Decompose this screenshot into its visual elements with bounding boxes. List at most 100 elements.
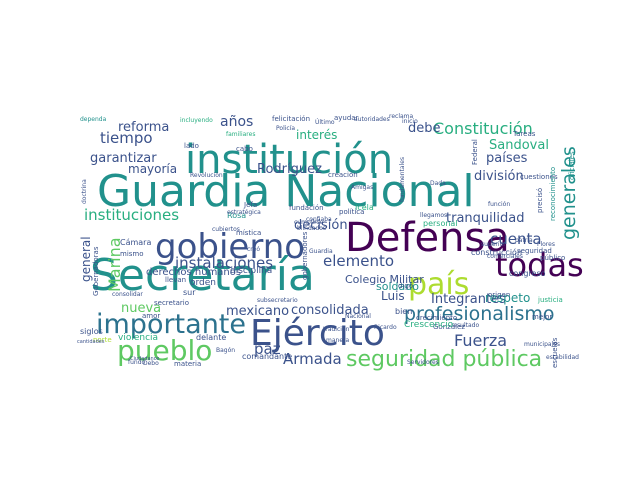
cloud-word: Jefa — [243, 201, 257, 209]
cloud-word: disciplina — [230, 266, 272, 276]
cloud-word: Bagón — [216, 347, 235, 354]
cloud-word: Ricardo — [374, 324, 397, 331]
cloud-word: Ciudadanos — [130, 356, 160, 362]
cloud-word: decisión — [294, 218, 348, 233]
cloud-word: patria — [515, 237, 533, 244]
cloud-word: Dada — [430, 180, 446, 187]
cloud-word: cantidades — [77, 339, 105, 345]
cloud-word: comandante — [242, 352, 292, 361]
cloud-word: instalaciones — [175, 254, 273, 272]
cloud-word: Revolución — [190, 172, 223, 179]
cloud-word: reclama — [389, 113, 414, 120]
cloud-word: escuelas — [551, 337, 559, 368]
cloud-background — [80, 112, 560, 368]
cloud-word: todas — [495, 246, 584, 284]
cloud-word: debe — [408, 121, 441, 136]
cloud-word: estabilidad — [546, 354, 579, 361]
cloud-word: soldado — [376, 280, 419, 293]
cloud-word: cabo — [236, 145, 253, 153]
cloud-word: Amigas — [351, 184, 373, 191]
cloud-word: fundamentales — [399, 157, 406, 202]
cloud-word: familiares — [226, 131, 255, 138]
cloud-word: Policía — [276, 125, 295, 132]
cloud-word: elemento — [323, 252, 394, 270]
cloud-word: instituciones — [84, 206, 179, 224]
cloud-word: cumplirse — [294, 219, 324, 226]
cloud-word: reconocimiento — [549, 167, 557, 221]
cloud-word: división — [474, 169, 524, 184]
cloud-word: importante — [96, 309, 246, 340]
cloud-word: personal — [423, 219, 458, 228]
cloud-word: autoridades — [354, 116, 390, 123]
cloud-word: orden — [190, 278, 216, 288]
cloud-word: garantizar — [90, 151, 157, 166]
cloud-word: blindados — [297, 225, 326, 232]
cloud-word: Cámara — [120, 238, 151, 247]
cloud-word: lado — [184, 142, 199, 150]
cloud-word: general — [79, 236, 93, 282]
cloud-word: años — [220, 114, 253, 130]
cloud-word: municipales — [524, 341, 560, 348]
cloud-word: Federal — [471, 139, 479, 165]
cloud-word: gobierno — [155, 227, 305, 267]
cloud-word: paz — [254, 340, 281, 358]
cloud-word: Servidores — [407, 359, 439, 366]
cloud-word: construcción — [471, 247, 522, 257]
cloud-word: Rodríguez — [257, 162, 322, 177]
cloud-word: superior — [481, 241, 506, 248]
cloud-word: bien — [395, 307, 412, 316]
cloud-word: consolidada — [291, 303, 369, 318]
cloud-word: seguridad pública — [346, 347, 542, 372]
cloud-word: mayoría — [128, 162, 177, 176]
cloud-word: tradición — [323, 326, 350, 333]
cloud-word: congreso — [509, 269, 546, 278]
cloud-word: fundación — [289, 204, 324, 212]
cloud-word: Guardia Nacional — [97, 166, 475, 217]
cloud-word: Nacional — [345, 313, 371, 320]
cloud-word: Crescencio — [404, 320, 454, 330]
cloud-word: siglos — [80, 327, 103, 336]
cloud-word: países — [486, 151, 528, 166]
cloud-word: comerciales — [487, 253, 523, 260]
cloud-word: llevan — [165, 276, 186, 284]
cloud-word: Guardia — [309, 248, 333, 255]
cloud-word: oficiales — [568, 151, 576, 180]
cloud-word: política — [339, 208, 364, 216]
cloud-word: generales — [558, 146, 580, 240]
cloud-word: mexicano — [226, 304, 289, 319]
cloud-word: precisó — [536, 188, 544, 213]
cloud-word: norte — [93, 336, 112, 344]
cloud-word: digo — [398, 282, 413, 290]
cloud-word: público — [540, 254, 565, 262]
cloud-word: profesionalismo — [404, 303, 555, 325]
cloud-word: Gobernadoras — [92, 246, 100, 296]
cloud-word: creó — [247, 246, 260, 253]
cloud-word: Defensa — [345, 215, 510, 261]
cloud-word: Fuerza — [454, 331, 507, 350]
cloud-word: mejor — [532, 313, 552, 321]
cloud-word: fundó — [128, 359, 146, 366]
cloud-word: crecimiento — [416, 314, 457, 322]
cloud-word: tiempo — [100, 129, 153, 147]
cloud-word: cuestiones — [520, 173, 558, 181]
cloud-word: delante — [196, 333, 226, 342]
cloud-word: inicio — [402, 118, 418, 125]
cloud-word: institución — [185, 137, 393, 183]
cloud-word: llegamos — [420, 212, 447, 219]
cloud-word: interés — [296, 128, 337, 142]
cloud-word: dependa — [80, 116, 107, 123]
cloud-word: Tareas — [512, 130, 536, 138]
cloud-word: Flores — [537, 241, 555, 248]
cloud-word: Sandoval — [489, 138, 549, 153]
cloud-word: confiaba — [306, 216, 332, 223]
cloud-word: amor — [142, 312, 160, 320]
cloud-word: subsecretario — [257, 297, 298, 304]
cloud-word: reforma — [118, 120, 169, 135]
cloud-word: manera — [326, 337, 349, 344]
cloud-word: doctrina — [81, 179, 88, 204]
cloud-word: González — [433, 323, 465, 331]
cloud-word: país — [408, 267, 469, 302]
cloud-word: pueblo — [117, 334, 212, 367]
cloud-word: Icela — [355, 203, 374, 212]
